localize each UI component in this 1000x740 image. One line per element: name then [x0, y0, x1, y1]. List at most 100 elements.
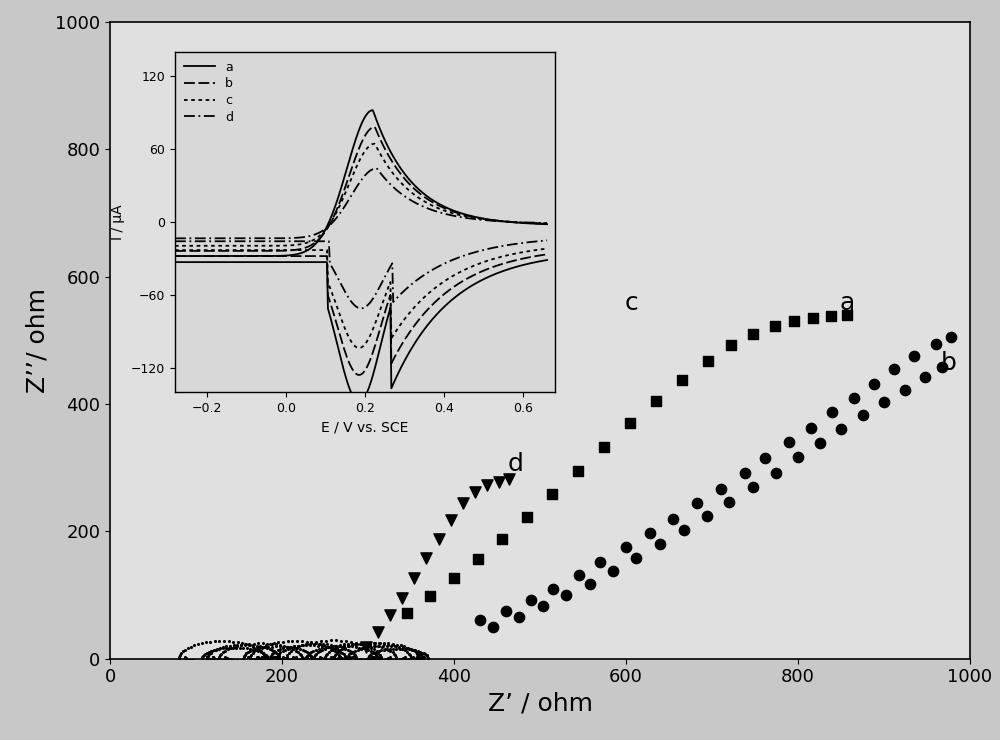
Point	[194, 656, 210, 667]
Point	[833, 423, 849, 435]
Point	[416, 650, 432, 662]
Point	[301, 648, 317, 659]
Point	[215, 646, 231, 658]
Point	[272, 647, 288, 659]
Point	[364, 648, 380, 659]
Point	[363, 652, 379, 664]
Point	[398, 643, 414, 655]
Point	[267, 656, 283, 667]
Point	[308, 648, 324, 660]
Point	[298, 639, 314, 651]
Point	[285, 643, 301, 655]
Point	[322, 656, 338, 667]
Point	[318, 641, 334, 653]
Point	[288, 650, 304, 662]
Point	[248, 645, 264, 656]
Point	[290, 654, 306, 666]
Point	[236, 650, 252, 662]
Point	[299, 638, 315, 650]
Point	[322, 654, 338, 666]
Point	[312, 652, 328, 664]
Point	[401, 648, 417, 659]
Point	[244, 653, 260, 665]
Point	[348, 653, 364, 665]
Point	[226, 639, 242, 651]
Point	[345, 646, 361, 658]
Point	[180, 642, 196, 654]
Point	[199, 647, 215, 659]
Point	[297, 645, 313, 657]
Point	[570, 465, 586, 477]
Point	[403, 651, 419, 663]
Point	[316, 657, 332, 669]
Point	[350, 656, 366, 667]
Point	[286, 655, 302, 667]
Point	[239, 642, 255, 654]
Point	[385, 655, 401, 667]
Point	[323, 655, 339, 667]
Point	[204, 645, 220, 657]
X-axis label: E / V vs. SCE: E / V vs. SCE	[321, 420, 409, 434]
Point	[403, 643, 419, 655]
Point	[403, 653, 419, 665]
Point	[222, 640, 238, 652]
Point	[249, 640, 265, 652]
Point	[262, 651, 278, 663]
Point	[225, 654, 241, 666]
Point	[417, 648, 433, 660]
Point	[313, 635, 329, 647]
Point	[172, 649, 188, 661]
Point	[264, 641, 280, 653]
Point	[327, 655, 343, 667]
Point	[345, 651, 361, 663]
Point	[389, 656, 405, 667]
Point	[287, 655, 303, 667]
Point	[344, 638, 360, 650]
Point	[363, 656, 379, 668]
Point	[329, 657, 345, 669]
Point	[313, 656, 329, 667]
Point	[340, 650, 356, 662]
Point	[307, 650, 323, 662]
Point	[399, 654, 415, 666]
Point	[371, 655, 387, 667]
Point	[182, 653, 198, 665]
Point	[282, 642, 298, 653]
Point	[203, 647, 219, 659]
Point	[293, 650, 309, 662]
Point	[255, 647, 271, 659]
Point	[205, 656, 221, 668]
Point	[317, 654, 333, 666]
Point	[374, 642, 390, 653]
Point	[202, 636, 218, 648]
Point	[345, 638, 361, 650]
Point	[324, 652, 340, 664]
Point	[420, 652, 436, 664]
Point	[332, 640, 348, 652]
Point	[250, 637, 266, 649]
Point	[258, 639, 274, 651]
Point	[917, 371, 933, 383]
Point	[199, 656, 215, 668]
Point	[346, 648, 362, 660]
Point	[338, 653, 354, 665]
Point	[333, 652, 349, 664]
Point	[199, 651, 215, 663]
Point	[422, 591, 438, 602]
Point	[365, 650, 381, 662]
Point	[397, 650, 413, 662]
Point	[259, 651, 275, 663]
Point	[178, 652, 194, 664]
Point	[390, 655, 406, 667]
Point	[336, 648, 352, 660]
Point	[311, 643, 327, 655]
Point	[823, 310, 839, 322]
Point	[237, 649, 253, 661]
Point	[340, 656, 356, 667]
Point	[866, 377, 882, 389]
Point	[261, 656, 277, 667]
Point	[266, 637, 282, 649]
Point	[336, 640, 352, 652]
Point	[285, 644, 301, 656]
Point	[251, 653, 267, 665]
